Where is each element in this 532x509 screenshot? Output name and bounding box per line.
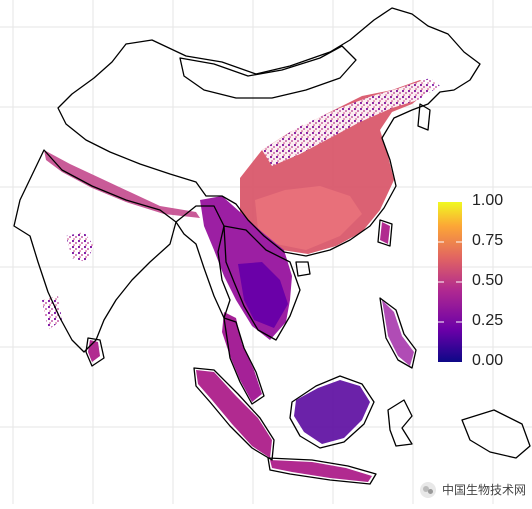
- border-philippines: [379, 297, 417, 369]
- border-borneo: [289, 375, 375, 449]
- border-sri-lanka: [85, 337, 105, 367]
- region-india-patch-a: [66, 232, 94, 262]
- region-taiwan: [380, 222, 390, 244]
- wechat-logo-icon: [419, 481, 436, 498]
- region-india-patch-b: [42, 296, 62, 330]
- watermark: 中国生物技术网: [419, 481, 526, 498]
- border-new-guinea: [461, 409, 531, 459]
- region-sri-lanka: [88, 340, 100, 362]
- region-java: [270, 460, 372, 482]
- border-taiwan: [377, 219, 393, 247]
- probability-surface: [42, 78, 440, 482]
- border-myanmar: [175, 205, 231, 319]
- legend-label-075: 0.75: [472, 232, 504, 249]
- border-hainan: [295, 261, 311, 277]
- border-korea: [417, 103, 431, 131]
- border-china: [57, 7, 481, 257]
- border-java: [267, 457, 377, 485]
- border-mongolia: [179, 45, 357, 99]
- region-china-south: [255, 186, 362, 250]
- region-sumatra: [196, 370, 272, 458]
- region-philippines: [382, 300, 414, 366]
- legend-label-025: 0.25: [472, 312, 504, 329]
- legend-label-100: 1.00: [472, 192, 504, 209]
- region-china-north-speckle: [262, 78, 440, 166]
- region-borneo: [294, 380, 370, 444]
- border-india: [13, 149, 177, 353]
- legend-label-050: 0.50: [472, 272, 504, 289]
- border-malay: [223, 317, 265, 405]
- border-sumatra: [193, 367, 275, 461]
- legend-ticks: [438, 241, 462, 323]
- country-borders: [13, 7, 531, 485]
- watermark-text: 中国生物技术网: [441, 483, 526, 497]
- border-sulawesi: [387, 399, 413, 447]
- region-thailand-cambodia: [238, 262, 288, 328]
- region-himalaya-strip: [44, 150, 200, 218]
- region-malay-peninsula: [222, 312, 262, 402]
- border-indochina: [223, 225, 301, 341]
- legend-label-000: 0.00: [472, 352, 504, 369]
